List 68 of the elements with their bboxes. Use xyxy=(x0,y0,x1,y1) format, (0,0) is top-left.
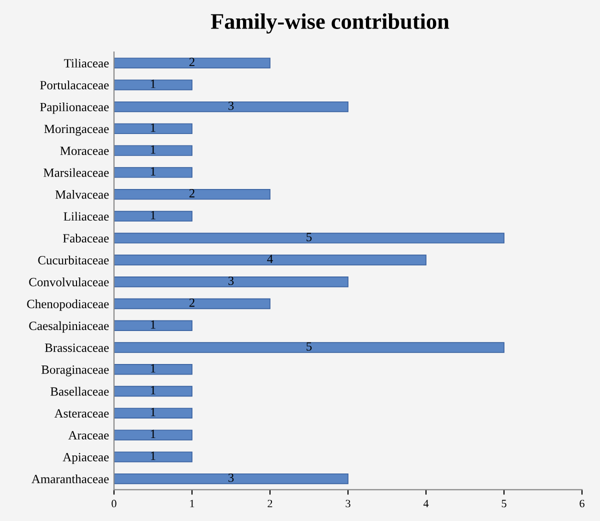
y-tick-label: Boraginaceae xyxy=(41,365,109,376)
bar xyxy=(114,58,270,68)
x-tick-label: 4 xyxy=(423,500,429,508)
bar xyxy=(114,123,192,134)
y-tick-label: Brassicaceae xyxy=(44,344,109,352)
bar xyxy=(114,210,192,222)
data-label: 1 xyxy=(150,452,156,460)
y-tick-label: Caesalpiniaceae xyxy=(29,321,109,333)
bar xyxy=(114,364,192,375)
y-tick-label: Papilionaceae xyxy=(40,102,109,114)
chart-title: Family-wise contribution xyxy=(210,13,450,34)
y-tick-label: Moraceae xyxy=(60,146,109,156)
bar xyxy=(114,430,192,440)
y-tick-label: Liliaceae xyxy=(64,212,109,221)
bar xyxy=(114,298,270,310)
bar xyxy=(114,276,348,288)
y-tick-label: Araceae xyxy=(68,431,109,440)
data-label: 5 xyxy=(306,342,312,351)
y-tick-label: Apiaceae xyxy=(62,452,109,464)
bar xyxy=(114,188,270,200)
bar xyxy=(114,80,192,90)
data-label: 1 xyxy=(150,430,156,438)
data-label: 3 xyxy=(228,276,234,285)
data-label: 1 xyxy=(150,167,156,176)
data-label: 2 xyxy=(189,298,194,307)
data-label: 1 xyxy=(150,408,156,416)
bar xyxy=(114,101,348,112)
data-label: 4 xyxy=(267,254,273,263)
bar xyxy=(114,254,426,266)
bar xyxy=(114,232,504,244)
y-tick-label: Cucurbitaceae xyxy=(38,256,109,264)
bar xyxy=(114,386,192,397)
y-tick-label: Amaranthaceae xyxy=(32,474,109,484)
bar xyxy=(114,167,192,178)
x-tick-label: 1 xyxy=(190,500,194,508)
data-label: 1 xyxy=(150,80,156,88)
y-tick-label: Basellaceae xyxy=(50,386,109,396)
y-tick-label: Marsileaceae xyxy=(44,168,109,177)
data-label: 3 xyxy=(228,474,234,482)
x-tick-label: 0 xyxy=(112,500,116,508)
data-label: 1 xyxy=(150,320,156,329)
bar xyxy=(114,473,348,484)
bar xyxy=(114,145,192,156)
data-label: 3 xyxy=(228,102,234,110)
bar xyxy=(114,452,192,462)
bar xyxy=(114,320,192,331)
data-label: 2 xyxy=(189,58,194,66)
bar xyxy=(114,342,504,353)
y-tick-label: Tiliaceae xyxy=(64,58,109,68)
x-tick-label: 3 xyxy=(346,500,350,508)
x-tick-label: 5 xyxy=(502,500,506,508)
data-label: 5 xyxy=(306,232,312,242)
data-label: 1 xyxy=(150,386,156,394)
y-tick-label: Malvaceae xyxy=(55,190,109,199)
data-label: 2 xyxy=(189,189,194,198)
bar xyxy=(114,408,192,418)
y-tick-label: Portulacaceae xyxy=(40,80,109,90)
data-label: 1 xyxy=(150,145,156,154)
y-tick-label: Moringaceae xyxy=(44,124,109,136)
y-tick-label: Asteraceae xyxy=(54,409,109,418)
data-label: 1 xyxy=(150,210,156,220)
data-label: 1 xyxy=(150,364,156,372)
y-tick-label: Chenopodiaceae xyxy=(27,299,109,311)
x-tick-label: 2 xyxy=(268,500,272,508)
y-tick-label: Fabaceae xyxy=(63,234,109,243)
x-tick-label: 6 xyxy=(580,500,584,508)
data-label: 1 xyxy=(150,123,156,132)
y-tick-label: Convolvulaceae xyxy=(29,278,109,286)
